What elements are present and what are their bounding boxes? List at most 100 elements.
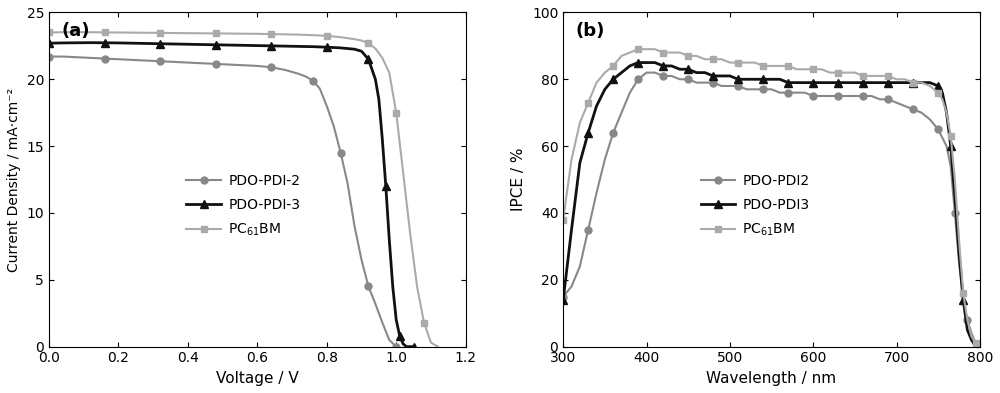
PDO-PDI-2 bbox=[328, 124, 340, 129]
PDO-PDI-2 bbox=[335, 151, 347, 155]
PDO-PDI3 bbox=[970, 344, 982, 349]
PC$_{61}$BM bbox=[397, 171, 409, 175]
PDO-PDI-3 bbox=[390, 318, 402, 322]
PDO-PDI-3 bbox=[394, 334, 406, 338]
PC$_{61}$BM bbox=[369, 46, 381, 51]
PC$_{61}$BM bbox=[383, 70, 395, 75]
PDO-PDI-2 bbox=[349, 224, 361, 229]
PDO-PDI-3 bbox=[321, 45, 333, 50]
PC$_{61}$BM bbox=[824, 70, 836, 75]
PDO-PDI-3 bbox=[251, 43, 263, 48]
PDO-PDI-2 bbox=[140, 58, 152, 63]
PDO-PDI3 bbox=[824, 80, 836, 85]
Line: PDO-PDI3: PDO-PDI3 bbox=[559, 59, 984, 351]
PC$_{61}$BM bbox=[57, 30, 69, 35]
PC$_{61}$BM bbox=[632, 47, 644, 51]
Line: PDO-PDI2: PDO-PDI2 bbox=[560, 69, 983, 350]
PDO-PDI-2 bbox=[57, 54, 69, 59]
PC$_{61}$BM bbox=[974, 344, 986, 349]
Text: (a): (a) bbox=[61, 22, 90, 40]
PDO-PDI-3 bbox=[126, 41, 138, 46]
PC$_{61}$BM bbox=[411, 284, 423, 289]
PDO-PDI-2 bbox=[300, 74, 312, 79]
PDO-PDI-2 bbox=[237, 63, 249, 68]
PC$_{61}$BM bbox=[732, 60, 744, 65]
PC$_{61}$BM bbox=[154, 31, 166, 35]
PDO-PDI-3 bbox=[397, 342, 409, 346]
PDO-PDI3 bbox=[557, 298, 569, 302]
PDO-PDI-2 bbox=[126, 57, 138, 62]
PC$_{61}$BM bbox=[126, 30, 138, 35]
PDO-PDI-2 bbox=[182, 60, 194, 65]
PDO-PDI3 bbox=[866, 80, 878, 85]
PDO-PDI-3 bbox=[404, 344, 416, 349]
PDO-PDI-3 bbox=[99, 40, 111, 45]
Line: PC$_{61}$BM: PC$_{61}$BM bbox=[560, 46, 983, 350]
PDO-PDI-3 bbox=[140, 41, 152, 46]
PC$_{61}$BM bbox=[71, 30, 83, 35]
PC$_{61}$BM bbox=[355, 38, 367, 43]
PDO-PDI2 bbox=[641, 70, 653, 75]
PC$_{61}$BM bbox=[112, 30, 124, 35]
PDO-PDI-3 bbox=[362, 57, 374, 62]
PC$_{61}$BM bbox=[390, 110, 402, 115]
Legend: PDO-PDI-2, PDO-PDI-3, PC$_{61}$BM: PDO-PDI-2, PDO-PDI-3, PC$_{61}$BM bbox=[181, 169, 306, 244]
PDO-PDI3 bbox=[566, 227, 578, 232]
PDO-PDI-2 bbox=[265, 65, 277, 70]
PDO-PDI-2 bbox=[293, 72, 305, 76]
PDO-PDI-3 bbox=[265, 44, 277, 48]
PDO-PDI2 bbox=[732, 84, 744, 88]
PC$_{61}$BM bbox=[251, 31, 263, 36]
PDO-PDI2 bbox=[557, 294, 569, 299]
PDO-PDI-2 bbox=[154, 59, 166, 64]
PDO-PDI-2 bbox=[355, 257, 367, 262]
PC$_{61}$BM bbox=[916, 80, 928, 85]
PC$_{61}$BM bbox=[866, 73, 878, 78]
PC$_{61}$BM bbox=[279, 32, 291, 37]
PDO-PDI-3 bbox=[224, 43, 236, 48]
PDO-PDI-3 bbox=[168, 42, 180, 46]
PC$_{61}$BM bbox=[307, 33, 319, 37]
PDO-PDI2 bbox=[974, 344, 986, 349]
PDO-PDI-3 bbox=[237, 43, 249, 48]
PC$_{61}$BM bbox=[224, 31, 236, 36]
Y-axis label: Current Density / mA·cm⁻²: Current Density / mA·cm⁻² bbox=[7, 88, 21, 272]
PDO-PDI-2 bbox=[307, 78, 319, 83]
PDO-PDI-2 bbox=[196, 61, 208, 66]
PC$_{61}$BM bbox=[140, 30, 152, 35]
PDO-PDI3 bbox=[632, 60, 644, 65]
PDO-PDI-2 bbox=[43, 54, 55, 59]
PDO-PDI3 bbox=[732, 77, 744, 82]
PC$_{61}$BM bbox=[265, 32, 277, 37]
PDO-PDI-3 bbox=[279, 44, 291, 48]
Line: PDO-PDI-2: PDO-PDI-2 bbox=[46, 53, 400, 350]
PDO-PDI-3 bbox=[335, 46, 347, 50]
PDO-PDI-3 bbox=[71, 40, 83, 45]
PDO-PDI-3 bbox=[349, 47, 361, 51]
PDO-PDI-3 bbox=[387, 284, 399, 289]
PDO-PDI-3 bbox=[154, 41, 166, 46]
PDO-PDI-2 bbox=[362, 284, 374, 289]
PDO-PDI-3 bbox=[293, 44, 305, 49]
PDO-PDI-2 bbox=[85, 55, 97, 60]
PC$_{61}$BM bbox=[566, 157, 578, 162]
PDO-PDI-3 bbox=[182, 42, 194, 47]
PC$_{61}$BM bbox=[335, 35, 347, 40]
PDO-PDI-2 bbox=[383, 338, 395, 342]
PDO-PDI3 bbox=[849, 80, 861, 85]
PDO-PDI-3 bbox=[408, 344, 420, 349]
PDO-PDI-2 bbox=[71, 55, 83, 60]
PDO-PDI-2 bbox=[342, 181, 354, 186]
PDO-PDI-3 bbox=[307, 44, 319, 49]
PDO-PDI-3 bbox=[85, 40, 97, 45]
PDO-PDI-3 bbox=[210, 42, 222, 47]
X-axis label: Voltage / V: Voltage / V bbox=[216, 371, 299, 386]
PDO-PDI-2 bbox=[279, 68, 291, 72]
PDO-PDI-3 bbox=[43, 41, 55, 46]
PDO-PDI-2 bbox=[390, 344, 402, 349]
PDO-PDI3 bbox=[916, 80, 928, 85]
PDO-PDI2 bbox=[607, 130, 619, 135]
PC$_{61}$BM bbox=[425, 340, 437, 345]
PC$_{61}$BM bbox=[293, 32, 305, 37]
PDO-PDI2 bbox=[674, 77, 686, 82]
